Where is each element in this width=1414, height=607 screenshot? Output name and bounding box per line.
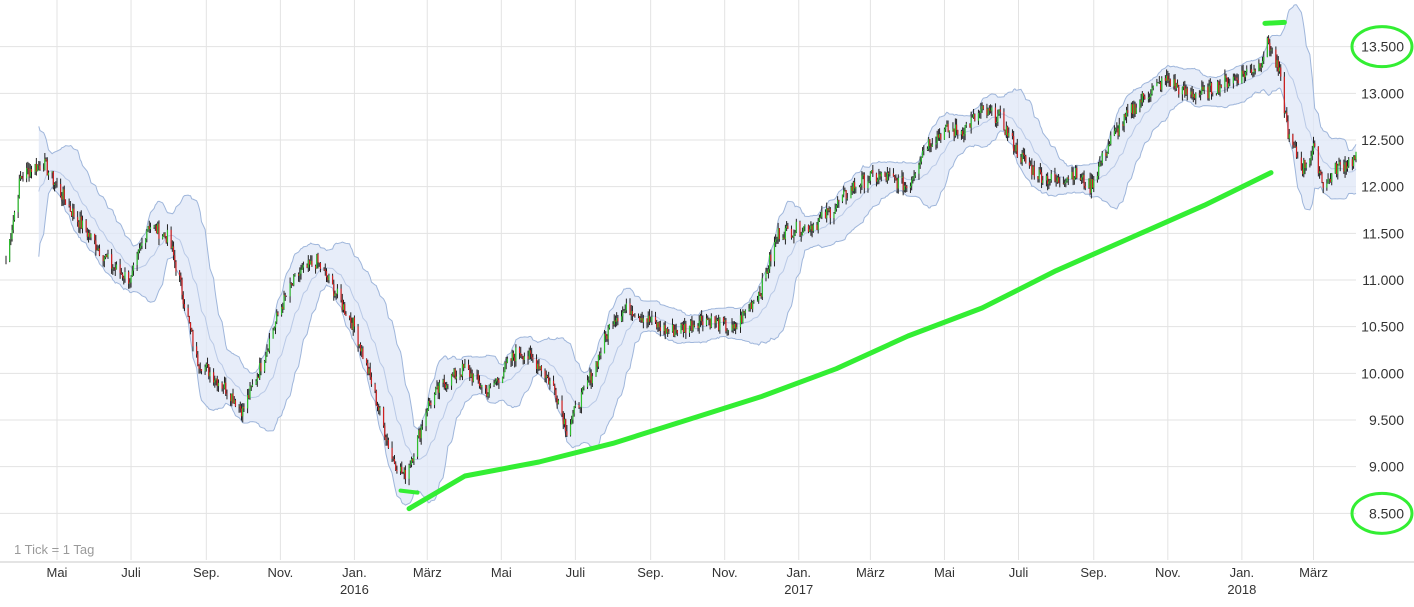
x-tick-year-label: 2017 [784,582,813,597]
y-tick-label: 10.000 [1361,365,1404,381]
y-tick-label: 12.500 [1361,132,1404,148]
x-tick-label: März [856,565,885,580]
x-tick-label: Juli [121,565,141,580]
x-tick-year-label: 2016 [340,582,369,597]
price-series [5,35,1357,486]
x-tick-label: Nov. [1155,565,1181,580]
x-tick-label: Mai [47,565,68,580]
x-tick-label: Sep. [637,565,664,580]
y-tick-label: 11.500 [1362,225,1404,241]
x-tick-label: März [413,565,442,580]
x-tick-label: Jan. [342,565,367,580]
band-upper-line [38,4,1357,430]
y-tick-label: 8.500 [1369,505,1404,521]
x-tick-label: Juli [1009,565,1029,580]
x-tick-label: März [1299,565,1328,580]
y-tick-label: 9.000 [1369,459,1404,475]
x-axis: Mai Juli Sep. Nov. Jan. 2016 März Mai Juli Sep. No… [47,565,1328,597]
x-tick-label: Sep. [193,565,220,580]
low-mark-stroke [398,488,420,495]
trend-line-series [398,19,1287,512]
x-tick-label: Mai [491,565,512,580]
y-tick-label: 11.000 [1362,272,1404,288]
y-tick-label: 10.500 [1361,319,1404,335]
x-tick-label: Nov. [267,565,293,580]
highlight-circle [1350,25,1414,69]
x-tick-label: Mai [934,565,955,580]
high-mark-stroke [1262,19,1287,26]
band-fill [38,4,1356,506]
x-tick-label: Nov. [712,565,738,580]
x-tick-label: Jan. [1230,565,1255,580]
y-tick-label: 13.500 [1361,39,1404,55]
x-tick-label: Juli [566,565,586,580]
bollinger-band [38,4,1357,506]
y-axis: 8.500 9.000 9.500 10.000 10.500 11.000 11.500 1… [1361,39,1404,522]
y-tick-label: 12.000 [1361,179,1404,195]
highlight-circle [1350,491,1414,535]
tick-note: 1 Tick = 1 Tag [14,542,94,557]
x-tick-label: Jan. [786,565,811,580]
highlight-marks [1350,25,1414,535]
band-lower-line [38,87,1357,506]
band-middle-line [38,61,1357,461]
trend-line [406,170,1274,512]
x-tick-label: Sep. [1080,565,1107,580]
y-tick-label: 9.500 [1369,412,1404,428]
y-tick-label: 13.000 [1361,85,1404,101]
x-tick-year-label: 2018 [1227,582,1256,597]
